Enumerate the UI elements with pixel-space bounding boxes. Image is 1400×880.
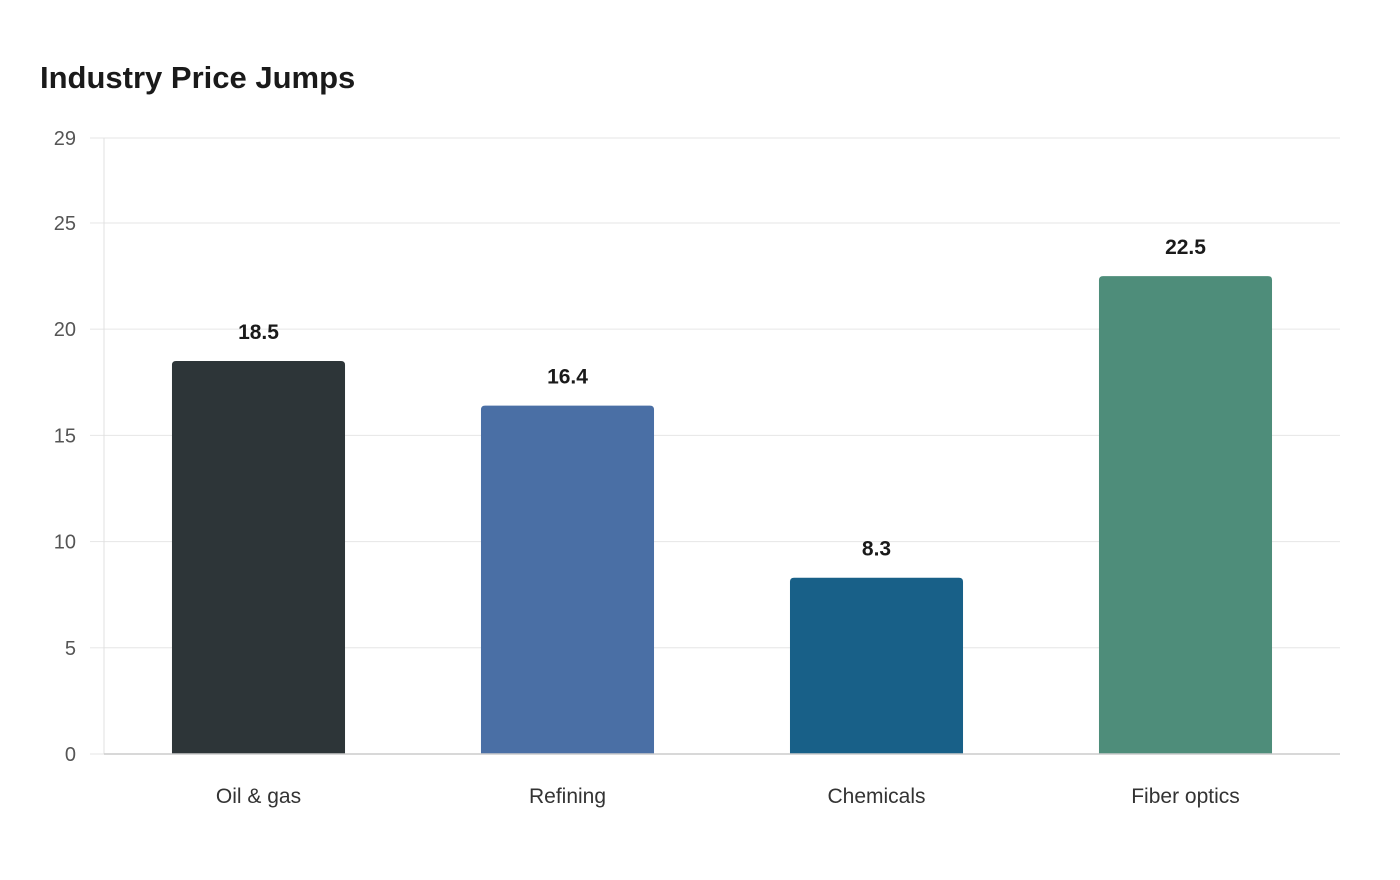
y-tick-label: 29: [54, 128, 76, 150]
bar-oil-gas: [171, 361, 346, 754]
y-tick-label: 10: [54, 532, 76, 554]
y-axis: 0 5 10 15 20 25 29: [54, 128, 105, 766]
x-tick-label: Fiber optics: [1131, 785, 1240, 808]
y-tick-label: 15: [54, 425, 76, 447]
bar-value-label: 22.5: [1165, 236, 1206, 259]
y-tick-label: 5: [65, 638, 76, 660]
x-axis: Oil & gas Refining Chemicals Fiber optics: [104, 753, 1340, 808]
y-tick-label: 25: [54, 213, 76, 235]
bar-value-label: 8.3: [862, 538, 891, 561]
chart-title: Industry Price Jumps: [40, 60, 356, 95]
bar-value-label: 18.5: [238, 321, 279, 344]
x-tick-label: Refining: [529, 785, 606, 808]
value-labels: 18.5 16.4 8.3 22.5: [238, 236, 1206, 561]
x-tick-label: Oil & gas: [216, 785, 301, 808]
y-tick-label: 0: [65, 744, 76, 766]
bars: [171, 276, 1273, 754]
bar-refining: [480, 405, 655, 754]
bar-chemicals: [789, 577, 964, 754]
y-tick-label: 20: [54, 319, 76, 341]
x-tick-label: Chemicals: [827, 785, 925, 808]
bar-value-label: 16.4: [547, 366, 588, 389]
bar-fiber-optics: [1098, 276, 1273, 754]
